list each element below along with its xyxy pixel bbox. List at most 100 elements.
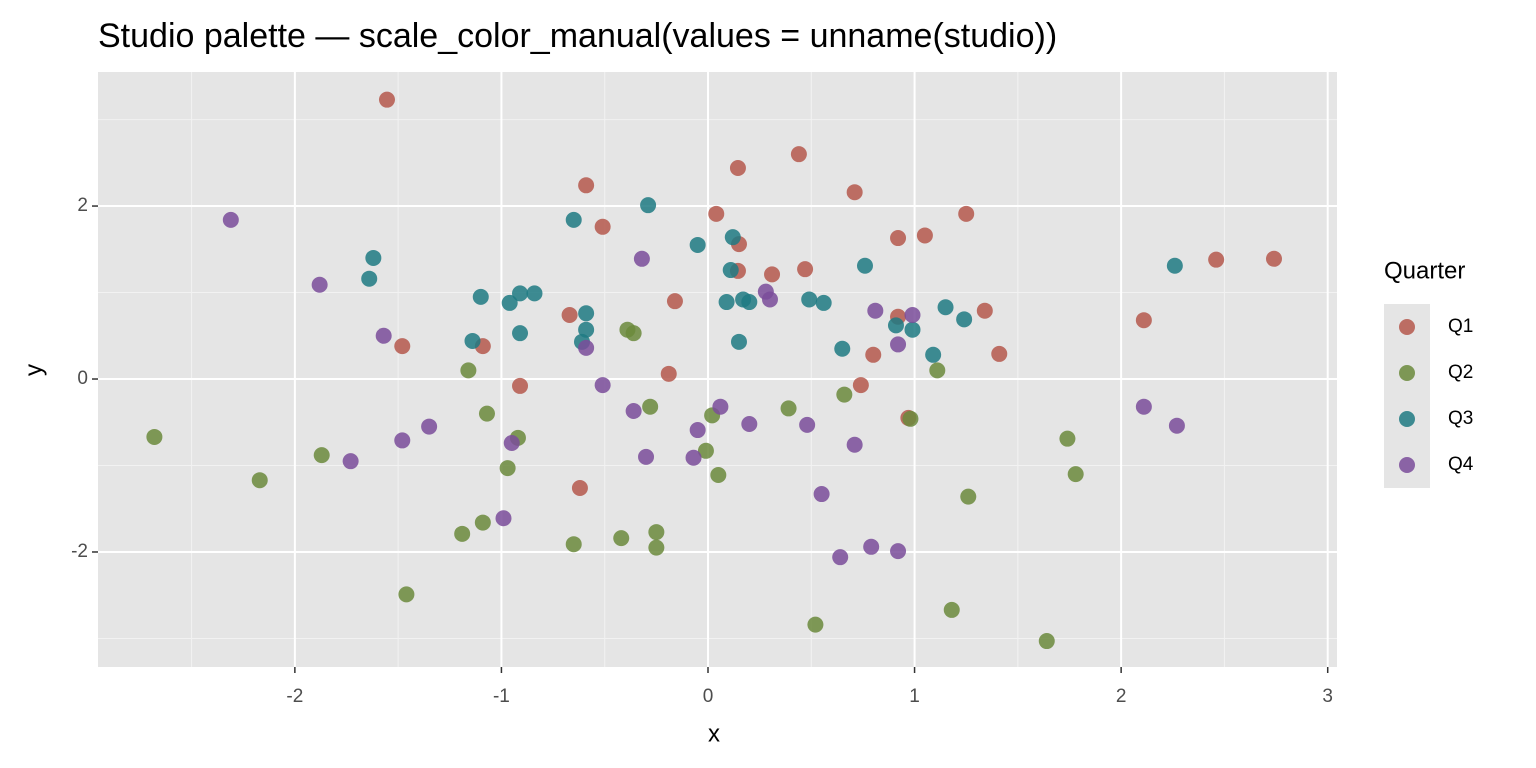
plot-panel [98, 72, 1337, 667]
chart-title: Studio palette — scale_color_manual(valu… [98, 17, 1057, 55]
point [718, 294, 735, 311]
point [710, 467, 727, 484]
point [708, 205, 725, 222]
point [454, 525, 471, 542]
point [697, 442, 714, 459]
point [512, 325, 529, 342]
point [561, 307, 578, 324]
point [958, 205, 975, 222]
point [834, 340, 851, 357]
x-tick-label: 2 [1116, 686, 1127, 707]
point [464, 332, 481, 349]
point [902, 410, 919, 427]
point [613, 530, 630, 547]
point [976, 302, 993, 319]
point [565, 211, 582, 228]
point [761, 291, 778, 308]
point [943, 601, 960, 618]
point [730, 333, 747, 350]
point [929, 362, 946, 379]
point [571, 479, 588, 496]
point [1265, 250, 1282, 267]
legend-label: Q1 [1448, 316, 1473, 337]
point [421, 418, 438, 435]
point [790, 146, 807, 163]
point [648, 539, 665, 556]
point [342, 453, 359, 470]
point [712, 398, 729, 415]
point [1135, 398, 1152, 415]
y-tick-label: 2 [77, 195, 88, 216]
y-axis-label: y [20, 364, 47, 376]
point [741, 415, 758, 432]
point [565, 536, 582, 553]
x-tick-label: 0 [703, 686, 714, 707]
point [478, 405, 495, 422]
y-tick-label: 0 [77, 368, 88, 389]
point [638, 448, 655, 465]
legend-title: Quarter [1384, 257, 1465, 284]
x-tick-label: -1 [493, 686, 510, 707]
point [578, 305, 595, 322]
point [846, 184, 863, 201]
point [689, 422, 706, 439]
point [801, 291, 818, 308]
point [578, 321, 595, 338]
point [640, 197, 657, 214]
x-tick-label: 1 [909, 686, 920, 707]
point [472, 288, 489, 305]
point [394, 338, 411, 355]
point [832, 549, 849, 566]
point [890, 230, 907, 247]
point [146, 428, 163, 445]
point [578, 339, 595, 356]
point [1166, 257, 1183, 274]
point [852, 377, 869, 394]
point [904, 321, 921, 338]
point [865, 346, 882, 363]
point [887, 317, 904, 334]
legend-label: Q3 [1448, 408, 1473, 429]
y-tick-label: -2 [71, 541, 88, 562]
point [807, 616, 824, 633]
point [313, 447, 330, 464]
legend-marker [1399, 365, 1415, 381]
point [890, 336, 907, 353]
point [512, 285, 529, 302]
point [633, 250, 650, 267]
point [1168, 417, 1185, 434]
point [1135, 312, 1152, 329]
point [398, 586, 415, 603]
point [925, 346, 942, 363]
point [904, 307, 921, 324]
point [1038, 633, 1055, 650]
point [474, 514, 491, 531]
point [578, 177, 595, 194]
legend-label: Q2 [1448, 362, 1473, 383]
legend-marker [1399, 319, 1415, 335]
point [685, 449, 702, 466]
point [960, 488, 977, 505]
point [378, 91, 395, 108]
point [722, 262, 739, 279]
point [660, 365, 677, 382]
point [813, 486, 830, 503]
point [937, 299, 954, 316]
point [724, 229, 741, 246]
point [764, 266, 781, 283]
point [625, 325, 642, 342]
point [495, 510, 512, 527]
point [780, 400, 797, 417]
point [956, 311, 973, 328]
point [867, 302, 884, 319]
point [375, 327, 392, 344]
point [222, 211, 239, 228]
point [799, 416, 816, 433]
point [797, 261, 814, 278]
point [499, 460, 516, 477]
point [512, 377, 529, 394]
point [648, 524, 665, 541]
point [856, 257, 873, 274]
point [594, 218, 611, 235]
